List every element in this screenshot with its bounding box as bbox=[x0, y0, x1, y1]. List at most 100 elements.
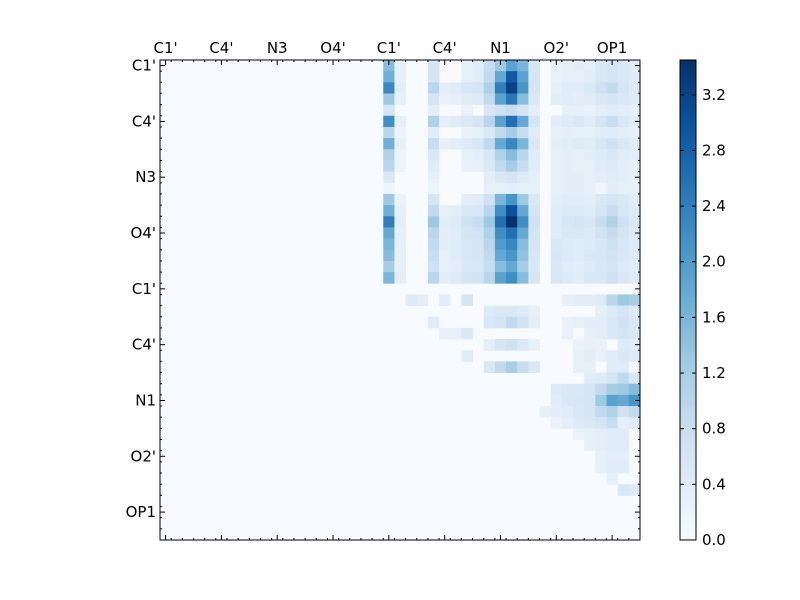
heatmap-cell bbox=[383, 160, 395, 173]
heatmap-cell bbox=[606, 104, 619, 117]
heatmap-cell bbox=[584, 227, 596, 240]
heatmap-cell bbox=[561, 383, 574, 396]
heatmap-cell bbox=[427, 272, 440, 284]
heatmap-cell bbox=[573, 350, 585, 362]
heatmap-cell bbox=[606, 316, 619, 329]
heatmap-cell bbox=[617, 193, 630, 206]
heatmap-cell bbox=[472, 249, 485, 262]
heatmap-cell bbox=[494, 115, 507, 128]
heatmap-cell bbox=[573, 193, 585, 206]
heatmap-cell bbox=[394, 260, 406, 273]
heatmap-cell bbox=[383, 260, 395, 273]
heatmap-cell bbox=[494, 182, 507, 195]
heatmap-cell bbox=[584, 316, 596, 329]
heatmap-cell bbox=[483, 138, 496, 150]
heatmap-cell bbox=[561, 205, 574, 217]
heatmap-cell bbox=[617, 115, 630, 128]
heatmap-cell bbox=[617, 484, 630, 496]
heatmap-cell bbox=[617, 171, 630, 184]
heatmap-cell bbox=[561, 216, 574, 228]
heatmap-cell bbox=[439, 205, 451, 217]
heatmap-cell bbox=[506, 361, 518, 373]
heatmap-cell bbox=[394, 71, 406, 83]
heatmap-cell bbox=[628, 305, 641, 318]
heatmap-cell bbox=[606, 160, 619, 173]
heatmap-cell bbox=[517, 260, 529, 273]
heatmap-plot-area: C1' C4' N3 O4' C1' C4' N1 O2' OP1 C1'C4'N3O4'C1'… bbox=[126, 39, 641, 541]
heatmap-cell bbox=[617, 406, 630, 418]
heatmap-cell bbox=[628, 406, 641, 418]
heatmap-cell bbox=[606, 82, 619, 94]
heatmap-cell bbox=[528, 249, 540, 262]
heatmap-cell bbox=[427, 260, 440, 273]
heatmap-cell bbox=[539, 406, 552, 418]
heatmap-cell bbox=[606, 417, 619, 429]
heatmap-cell bbox=[550, 238, 563, 251]
heatmap-cell bbox=[494, 171, 507, 184]
heatmap-cell bbox=[483, 272, 496, 284]
heatmap-cell bbox=[595, 339, 607, 351]
heatmap-cell bbox=[573, 394, 585, 407]
heatmap-cell bbox=[628, 294, 641, 306]
heatmap-cell bbox=[606, 249, 619, 262]
heatmap-cell bbox=[595, 205, 607, 217]
y-tick-label: O2' bbox=[131, 447, 156, 465]
heatmap-cell bbox=[450, 216, 462, 228]
heatmap-cell bbox=[584, 160, 596, 173]
heatmap-cell bbox=[517, 227, 529, 240]
y-tick-label: N1 bbox=[135, 391, 156, 409]
heatmap-cell bbox=[584, 394, 596, 407]
heatmap-cell bbox=[573, 104, 585, 117]
heatmap-cell bbox=[506, 316, 518, 329]
heatmap-cell bbox=[628, 193, 641, 206]
heatmap-cell bbox=[550, 182, 563, 195]
colorbar: 0.0 0.4 0.8 1.2 1.6 2.0 2.4 2.8 3.2 bbox=[679, 59, 726, 549]
heatmap-cell bbox=[628, 372, 641, 385]
heatmap-cell bbox=[584, 182, 596, 195]
heatmap-cell bbox=[427, 205, 440, 217]
heatmap-cell bbox=[573, 182, 585, 195]
heatmap-cell bbox=[483, 238, 496, 251]
heatmap-cell bbox=[494, 227, 507, 240]
heatmap-cell bbox=[606, 272, 619, 284]
heatmap-cell bbox=[472, 160, 485, 173]
heatmap-cell bbox=[628, 249, 641, 262]
y-tick-label: C4' bbox=[132, 112, 156, 130]
heatmap-cell bbox=[427, 93, 440, 106]
heatmap-cell bbox=[617, 205, 630, 217]
heatmap-cell bbox=[584, 205, 596, 217]
heatmap-cell bbox=[628, 272, 641, 284]
heatmap-cell bbox=[528, 227, 540, 240]
heatmap-cell bbox=[573, 361, 585, 373]
heatmap-cell bbox=[595, 406, 607, 418]
heatmap-cell bbox=[506, 182, 518, 195]
heatmap-cell bbox=[383, 115, 395, 128]
heatmap-cell bbox=[506, 126, 518, 139]
heatmap-cell bbox=[483, 339, 496, 351]
heatmap-cell bbox=[584, 327, 596, 340]
heatmap-cell bbox=[628, 60, 641, 72]
heatmap-cell bbox=[561, 182, 574, 195]
heatmap-cell bbox=[383, 193, 395, 206]
x-tick-label: C4' bbox=[209, 39, 233, 57]
heatmap-cell bbox=[550, 272, 563, 284]
heatmap-cell bbox=[595, 294, 607, 306]
heatmap-cell bbox=[528, 272, 540, 284]
heatmap-cell bbox=[517, 205, 529, 217]
heatmap-cell bbox=[617, 294, 630, 306]
heatmap-cell bbox=[394, 249, 406, 262]
heatmap-cell bbox=[528, 171, 540, 184]
heatmap-cell bbox=[628, 82, 641, 94]
heatmap-cell bbox=[617, 93, 630, 106]
heatmap-cell bbox=[606, 182, 619, 195]
heatmap-cell bbox=[595, 60, 607, 72]
heatmap-cell bbox=[606, 473, 619, 485]
heatmap-cell bbox=[439, 249, 451, 262]
heatmap-cell bbox=[383, 93, 395, 106]
heatmap-cell bbox=[394, 93, 406, 106]
heatmap-cell bbox=[461, 115, 473, 128]
heatmap-cell bbox=[528, 160, 540, 173]
heatmap-cell bbox=[617, 361, 630, 373]
heatmap-cell bbox=[628, 238, 641, 251]
heatmap-cell bbox=[439, 260, 451, 273]
